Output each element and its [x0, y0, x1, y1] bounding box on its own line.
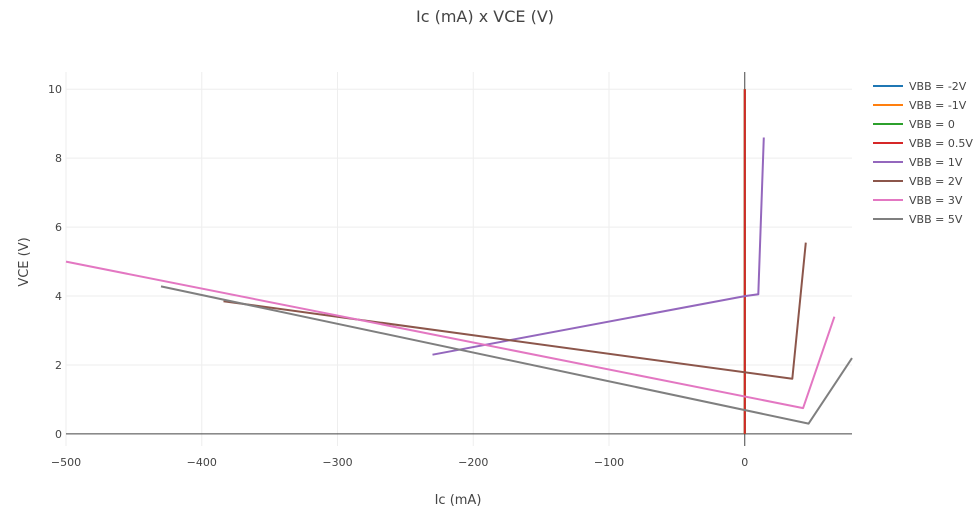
- legend-label: VBB = 1V: [909, 156, 963, 169]
- y-axis-ticks: 0 2 4 6 8 10: [48, 83, 62, 441]
- legend-item[interactable]: VBB = 3V: [873, 194, 963, 207]
- x-axis-title: Ic (mA): [435, 493, 482, 508]
- grid: [65, 72, 852, 446]
- legend-label: VBB = 3V: [909, 194, 963, 207]
- legend-item[interactable]: VBB = 0.5V: [873, 137, 973, 150]
- series-line-5: [223, 242, 807, 380]
- legend-label: VBB = 0: [909, 118, 955, 131]
- legend-item[interactable]: VBB = -1V: [873, 99, 967, 112]
- y-tick-label: 4: [55, 290, 62, 303]
- legend-label: VBB = -1V: [909, 99, 967, 112]
- legend-item[interactable]: VBB = 2V: [873, 175, 963, 188]
- legend-item[interactable]: VBB = -2V: [873, 80, 967, 93]
- series-line-6: [65, 260, 836, 410]
- series-line-4: [432, 137, 765, 356]
- y-axis-title: VCE (V): [17, 237, 32, 286]
- series-line-7: [160, 285, 853, 425]
- x-tick-label: −100: [594, 456, 624, 469]
- x-tick-label: −500: [51, 456, 81, 469]
- legend-label: VBB = 0.5V: [909, 137, 973, 150]
- y-tick-label: 0: [55, 428, 62, 441]
- legend-label: VBB = 2V: [909, 175, 963, 188]
- legend-item[interactable]: VBB = 0: [873, 118, 955, 131]
- y-tick-label: 6: [55, 221, 62, 234]
- x-tick-label: 0: [741, 456, 748, 469]
- legend-item[interactable]: VBB = 1V: [873, 156, 963, 169]
- chart-title: Ic (mA) x VCE (V): [416, 7, 554, 26]
- legend-label: VBB = -2V: [909, 80, 967, 93]
- zero-lines: [66, 72, 852, 446]
- y-tick-label: 8: [55, 152, 62, 165]
- legend: VBB = -2V VBB = -1V VBB = 0 VBB = 0.5V VBB =…: [873, 80, 973, 226]
- legend-item[interactable]: VBB = 5V: [873, 213, 963, 226]
- y-tick-label: 10: [48, 83, 62, 96]
- legend-label: VBB = 5V: [909, 213, 963, 226]
- y-tick-label: 2: [55, 359, 62, 372]
- x-axis-ticks: −500 −400 −300 −200 −100 0: [51, 456, 748, 469]
- x-tick-label: −200: [458, 456, 488, 469]
- series-lines: [65, 89, 853, 434]
- x-tick-label: −300: [322, 456, 352, 469]
- x-tick-label: −400: [187, 456, 217, 469]
